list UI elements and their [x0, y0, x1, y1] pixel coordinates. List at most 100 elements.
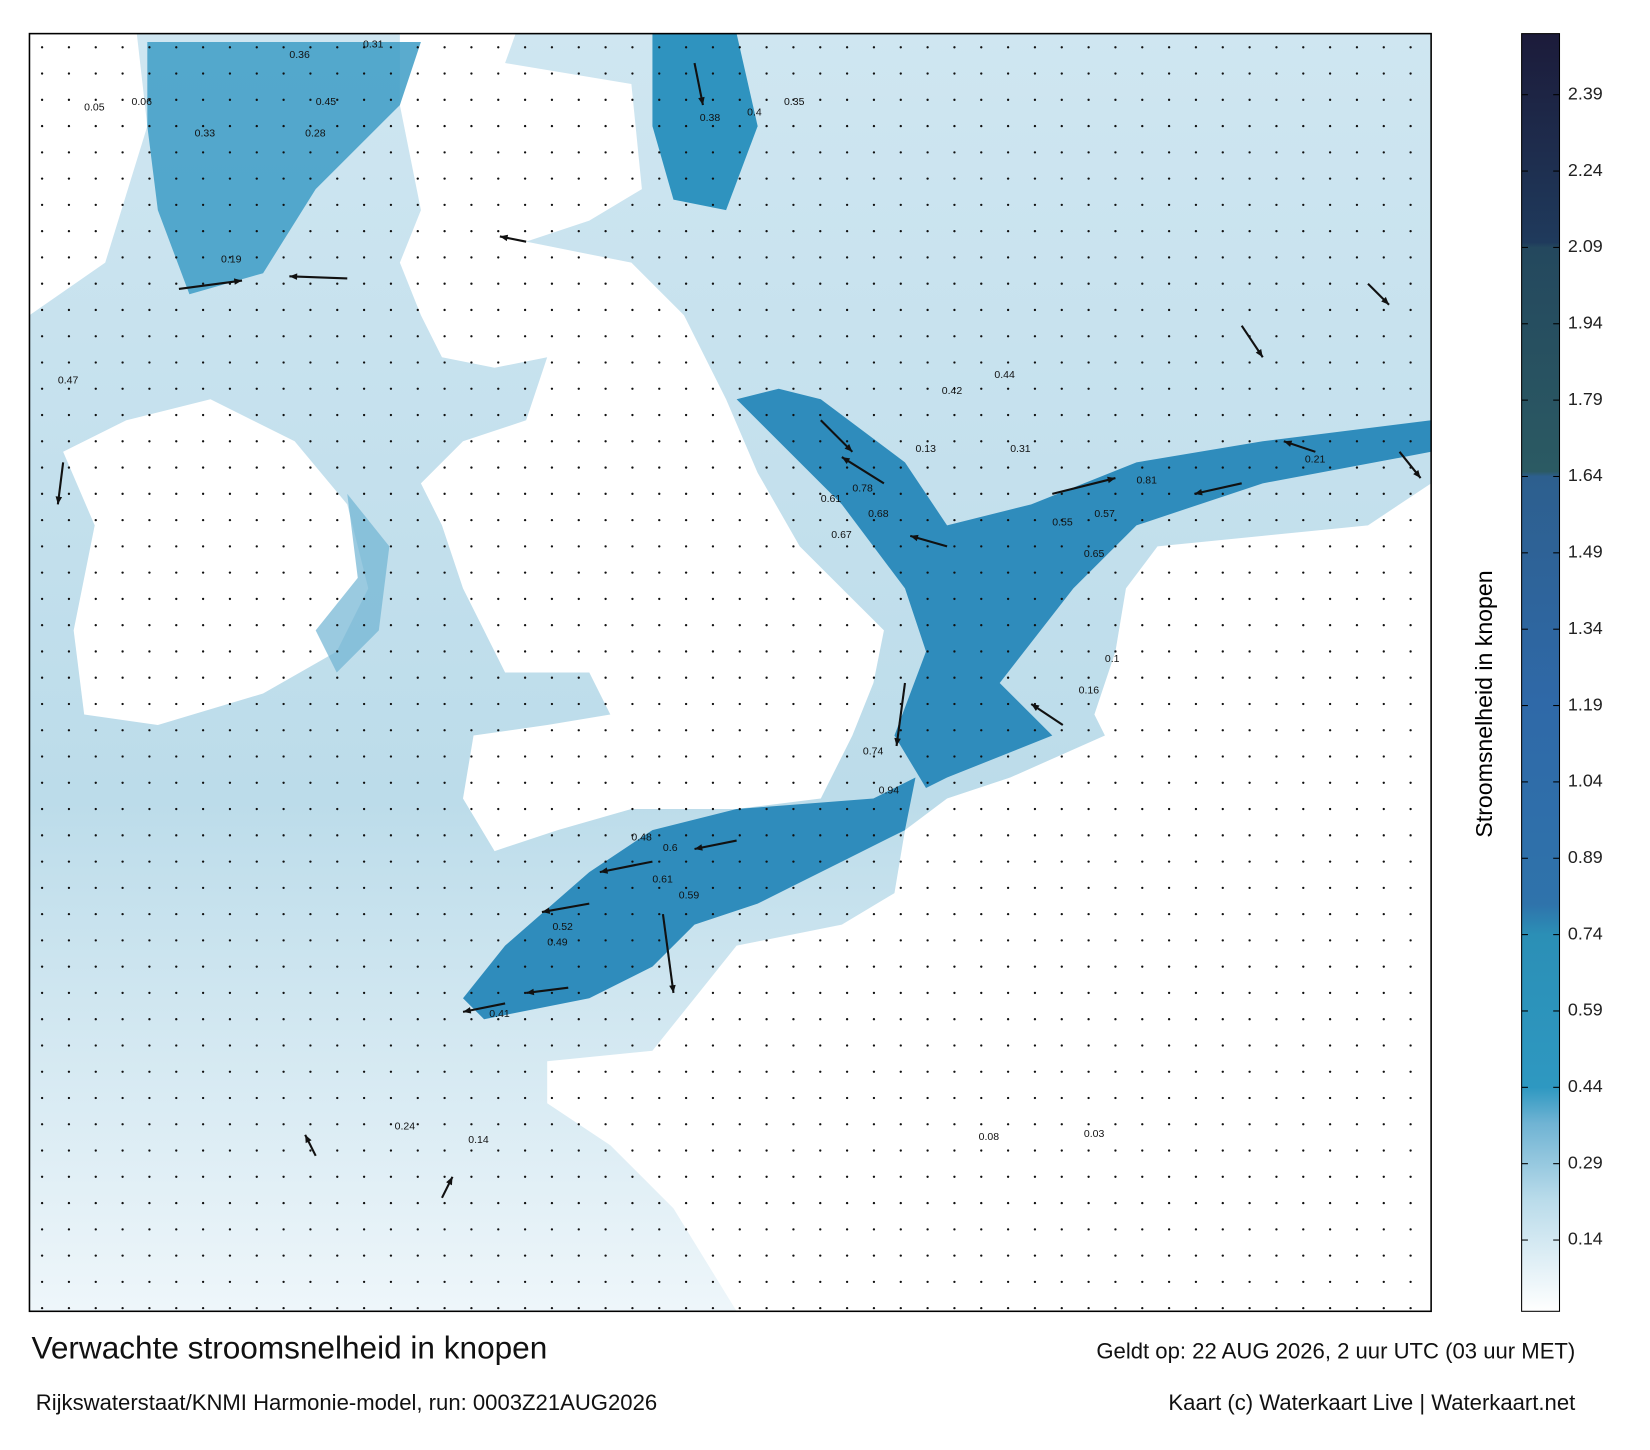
grid-dot — [1221, 177, 1224, 180]
grid-dot — [1141, 807, 1144, 811]
grid-dot — [577, 1123, 580, 1126]
grid-dot — [416, 466, 419, 469]
grid-dot — [1087, 124, 1090, 128]
grid-dot — [1355, 151, 1359, 154]
grid-dot — [926, 834, 929, 837]
grid-dot — [94, 624, 97, 627]
grid-dot — [1328, 335, 1332, 338]
grid-dot — [738, 1149, 741, 1152]
grid-dot — [1328, 1096, 1332, 1100]
arrow-head — [55, 496, 63, 505]
grid-dot — [309, 991, 312, 995]
grid-dot — [470, 46, 473, 49]
grid-dot — [819, 203, 822, 207]
grid-dot — [228, 755, 232, 758]
grid-dot — [819, 755, 822, 758]
grid-dot — [1087, 729, 1090, 732]
grid-dot — [1167, 860, 1171, 863]
grid-dot — [362, 755, 366, 758]
colorbar-scale — [1521, 33, 1561, 1312]
grid-dot — [1248, 1228, 1251, 1231]
grid-dot — [94, 1306, 97, 1310]
grid-dot — [658, 1149, 661, 1152]
grid-dot — [175, 413, 178, 417]
grid-dot — [684, 702, 688, 706]
grid-dot — [470, 72, 473, 75]
grid-dot — [148, 860, 151, 863]
grid-dot — [255, 1123, 258, 1126]
grid-dot — [1382, 755, 1385, 758]
grid-dot — [362, 650, 366, 653]
grid-dot — [336, 256, 339, 259]
grid-dot — [1141, 151, 1144, 154]
grid-dot — [148, 203, 151, 207]
grid-dot — [1194, 676, 1198, 679]
grid-dot — [1221, 1096, 1224, 1100]
grid-dot — [416, 624, 419, 627]
grid-dot — [1302, 1149, 1305, 1152]
grid-dot — [497, 98, 500, 101]
grid-dot — [148, 1096, 151, 1100]
grid-dot — [1141, 624, 1144, 627]
grid-dot — [336, 1201, 339, 1205]
grid-dot — [389, 177, 393, 180]
grid-dot — [1355, 1123, 1359, 1126]
grid-dot — [631, 466, 634, 469]
grid-dot — [577, 1044, 580, 1047]
grid-dot — [148, 1201, 151, 1205]
grid-dot — [1409, 1175, 1412, 1178]
arrow-head — [841, 457, 851, 464]
grid-dot — [980, 151, 983, 154]
grid-dot — [926, 72, 929, 75]
grid-dot — [550, 1254, 554, 1257]
grid-dot — [1167, 387, 1171, 390]
grid-dot — [1409, 151, 1412, 154]
grid-dot — [389, 335, 393, 338]
grid-dot — [711, 834, 715, 837]
grid-dot — [792, 545, 795, 548]
grid-dot — [1409, 98, 1412, 101]
grid-dot — [765, 124, 768, 128]
grid-dot — [1355, 1254, 1359, 1257]
arrow — [599, 860, 653, 874]
grid-dot — [819, 335, 822, 338]
grid-dot — [228, 939, 232, 942]
grid-dot — [148, 1044, 151, 1047]
grid-dot — [1355, 466, 1359, 469]
grid-dot — [684, 729, 688, 732]
grid-dot — [362, 308, 366, 312]
grid-dot — [1382, 98, 1385, 101]
grid-dot — [416, 860, 419, 863]
grid-dot — [1382, 282, 1385, 285]
grid-dot — [362, 1306, 366, 1310]
grid-dot — [148, 834, 151, 837]
grid-dot — [1114, 387, 1117, 390]
grid-dot — [1221, 1123, 1224, 1126]
grid-dot — [1302, 151, 1305, 154]
grid-dot — [309, 597, 312, 601]
grid-dot — [1248, 1175, 1251, 1178]
colorbar-tick-label: 0.14 — [1568, 1229, 1603, 1249]
grid-dot — [255, 177, 258, 180]
grid-dot — [497, 1228, 500, 1231]
grid-dot — [443, 256, 446, 259]
grid-dot — [711, 203, 715, 207]
grid-dot — [765, 545, 768, 548]
grid-dot — [148, 729, 151, 732]
grid-dot — [336, 781, 339, 784]
grid-dot — [872, 912, 876, 916]
arrow-head — [844, 444, 853, 452]
grid-dot — [416, 413, 419, 417]
grid-dot — [631, 702, 634, 706]
grid-dot — [121, 834, 124, 837]
grid-dot — [1382, 1175, 1385, 1178]
grid-dot — [658, 1175, 661, 1178]
grid-dot — [1382, 912, 1385, 916]
grid-dot — [121, 1175, 124, 1178]
grid-dot — [94, 413, 97, 417]
grid-dot — [336, 676, 339, 679]
grid-dot — [201, 361, 205, 364]
grid-dot — [738, 72, 741, 75]
grid-dot — [577, 860, 580, 863]
grid-dot — [497, 834, 500, 837]
